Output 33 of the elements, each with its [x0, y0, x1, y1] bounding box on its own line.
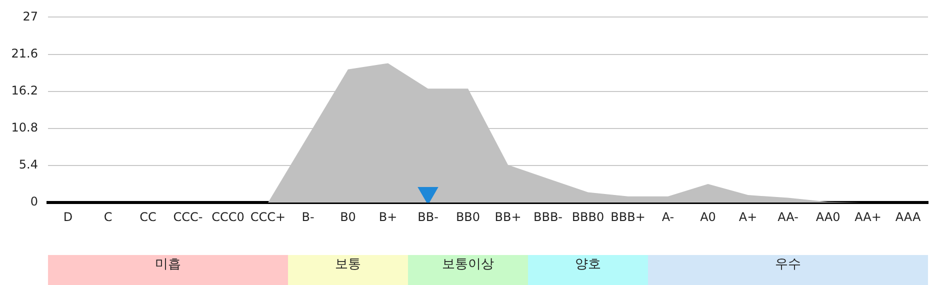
x-tick-label: AA0	[816, 210, 840, 224]
x-tick-label: BBB+	[610, 210, 646, 224]
x-tick-label: B0	[340, 210, 356, 224]
x-tick-label: AAA	[895, 210, 922, 224]
text: 우수	[775, 257, 801, 272]
x-tick-label: B+	[378, 210, 398, 224]
x-tick-label: B-	[302, 210, 314, 224]
y-tick-label: 10.8	[11, 120, 38, 135]
y-tick-label: 5.4	[18, 158, 38, 172]
text: 보통이상	[442, 257, 494, 272]
x-tick-label: AA-	[778, 210, 798, 224]
text: 양호	[575, 257, 601, 272]
y-tick-label: 21.6	[11, 46, 38, 60]
x-tick-label: CC	[140, 210, 156, 224]
x-tick-label: A0	[700, 210, 716, 224]
x-tick-label: BB-	[418, 210, 438, 224]
x-tick-label: CCC-	[173, 210, 203, 224]
y-tick-label: 16.2	[11, 83, 38, 98]
x-tick-label: BBB0	[572, 210, 604, 224]
x-tick-label: D	[63, 210, 73, 224]
x-tick-label: BB+	[494, 210, 522, 224]
x-tick-label: AA+	[854, 210, 882, 224]
text: 미흡	[155, 257, 181, 272]
x-tick-label: BB0	[456, 210, 480, 224]
x-tick-label: BBB-	[533, 210, 563, 224]
x-tick-label: CCC+	[250, 210, 286, 224]
x-tick-label: C	[104, 210, 112, 224]
y-tick-label: 0	[30, 194, 38, 209]
x-tick-label: CCC0	[212, 210, 244, 224]
x-tick-label: A-	[662, 210, 674, 224]
y-tick-label: 27	[22, 9, 38, 24]
x-tick-label: A+	[738, 210, 758, 224]
text: 보통	[335, 257, 361, 272]
